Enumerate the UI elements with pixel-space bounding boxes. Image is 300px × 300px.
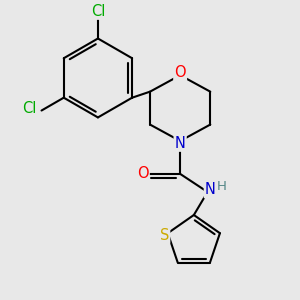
Text: N: N [175, 136, 186, 151]
Text: O: O [174, 65, 186, 80]
Text: S: S [160, 228, 169, 243]
Text: N: N [205, 182, 216, 197]
Text: O: O [137, 167, 149, 182]
Text: Cl: Cl [22, 101, 36, 116]
Text: H: H [217, 180, 227, 193]
Text: Cl: Cl [91, 4, 105, 19]
